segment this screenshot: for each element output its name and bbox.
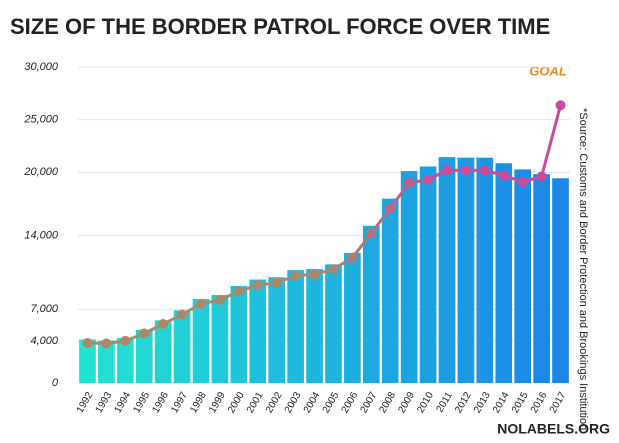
x-tick-label: 2009 xyxy=(396,390,417,415)
line-marker xyxy=(139,328,150,339)
bar xyxy=(211,295,229,383)
bar xyxy=(438,157,456,383)
line-marker xyxy=(196,299,206,309)
line-marker xyxy=(555,100,566,111)
line-marker xyxy=(252,280,263,291)
x-tick-label: 2013 xyxy=(472,390,493,415)
bar xyxy=(98,340,115,383)
bar xyxy=(400,171,418,383)
bar xyxy=(552,178,569,383)
y-tick-label: 25,000 xyxy=(23,114,59,126)
x-tick-label: 2002 xyxy=(264,390,285,415)
bar xyxy=(249,279,267,383)
line-marker xyxy=(517,176,528,187)
bar xyxy=(135,329,153,383)
x-tick-label: 2014 xyxy=(491,390,512,415)
line-marker xyxy=(82,337,93,348)
bar xyxy=(192,298,210,383)
bar xyxy=(476,157,494,383)
x-tick-label: 1999 xyxy=(207,390,228,415)
line-marker xyxy=(366,228,377,239)
x-tick-label: 2011 xyxy=(435,390,455,415)
line-marker xyxy=(328,264,339,275)
line-marker xyxy=(271,277,282,288)
bar xyxy=(287,270,304,383)
x-tick-label: 2006 xyxy=(340,390,361,415)
line-marker xyxy=(177,309,188,320)
line-marker xyxy=(498,170,509,181)
line-marker xyxy=(290,270,301,281)
bar xyxy=(173,310,191,383)
annotation: GOAL xyxy=(529,63,567,78)
line-marker xyxy=(404,177,415,188)
x-tick-label: 2017 xyxy=(548,390,569,415)
x-tick-label: 2008 xyxy=(377,390,398,415)
y-tick-label: 7,000 xyxy=(30,303,58,315)
bar xyxy=(325,264,342,383)
bar xyxy=(154,320,172,383)
bar xyxy=(344,252,361,383)
x-tick-label: 1993 xyxy=(94,390,115,415)
y-tick-label: 20,000 xyxy=(23,166,59,178)
source-note: *Source: Customs and Border Protection a… xyxy=(577,108,589,430)
x-tick-label: 1998 xyxy=(188,390,209,415)
x-tick-label: 1994 xyxy=(113,390,134,415)
line-marker xyxy=(460,165,471,176)
bar xyxy=(457,157,475,383)
line-marker xyxy=(233,286,244,297)
x-tick-label: 2000 xyxy=(226,390,247,415)
x-tick-label: 1995 xyxy=(131,390,152,415)
bar xyxy=(495,163,513,383)
line-marker xyxy=(385,203,396,214)
bar xyxy=(79,339,96,383)
x-tick-label: 2007 xyxy=(359,390,380,415)
x-tick-label: 2016 xyxy=(529,390,550,415)
y-tick-label: 0 xyxy=(52,377,59,389)
y-tick-label: 14,000 xyxy=(24,229,59,241)
footer: NOLABELS.ORG xyxy=(497,421,610,437)
line-marker xyxy=(101,338,112,349)
x-tick-label: 2012 xyxy=(453,390,474,415)
y-tick-label: 4,000 xyxy=(30,335,58,347)
x-tick-label: 2004 xyxy=(302,390,323,415)
line-marker xyxy=(442,165,452,176)
x-tick-label: 2015 xyxy=(510,390,531,415)
x-tick-label: 1997 xyxy=(169,390,190,415)
line-marker xyxy=(347,252,358,263)
bar xyxy=(306,269,323,383)
line-marker xyxy=(309,269,320,280)
bar xyxy=(533,174,550,383)
line-marker xyxy=(214,294,225,305)
line-marker xyxy=(536,171,547,182)
bar xyxy=(362,225,380,383)
y-tick-label: 30,000 xyxy=(24,61,59,73)
bar xyxy=(268,277,286,383)
x-tick-label: 2005 xyxy=(321,390,342,415)
line-marker xyxy=(158,319,169,330)
x-tick-label: 1996 xyxy=(150,390,171,415)
line-marker xyxy=(423,174,434,185)
bar xyxy=(514,169,532,383)
bar xyxy=(116,337,134,383)
line-marker xyxy=(479,165,490,176)
line-marker xyxy=(120,335,131,346)
chart-title: SIZE OF THE BORDER PATROL FORCE OVER TIM… xyxy=(10,14,550,39)
bar xyxy=(419,166,437,383)
bar xyxy=(381,198,399,383)
x-tick-label: 1992 xyxy=(75,390,96,415)
x-tick-label: 2001 xyxy=(245,390,266,415)
x-tick-label: 2010 xyxy=(415,390,436,415)
x-tick-label: 2003 xyxy=(283,390,304,415)
bar xyxy=(230,285,248,383)
